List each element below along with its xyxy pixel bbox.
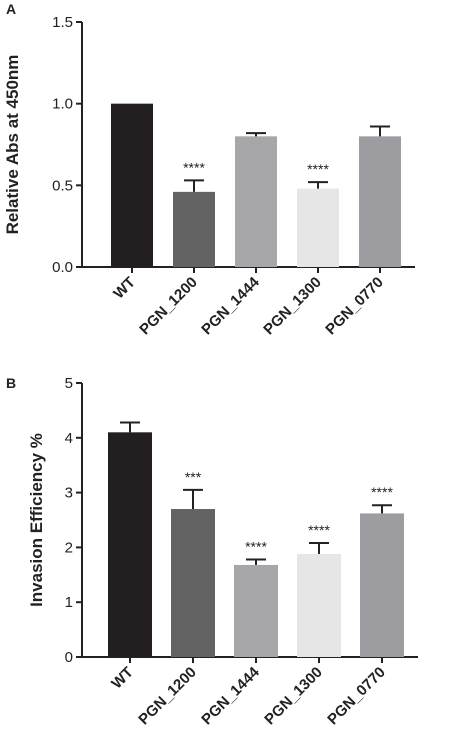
panel-b-y-tick-label: 3	[65, 485, 73, 502]
panel-b-significance-label: ****	[308, 522, 330, 538]
panel-a-y-tick-label: 1.0	[52, 96, 73, 113]
panel-b-label: B	[6, 375, 16, 391]
panel-a-y-tick-label: 0.5	[52, 177, 73, 194]
panel-b-bar	[297, 553, 341, 657]
panel-a-category-label: PGN_1300	[260, 274, 325, 339]
panel-b-bar	[171, 509, 215, 657]
panel-b-category-label: WT	[108, 664, 137, 693]
panel-b-significance-label: ****	[371, 484, 393, 500]
panel-a-y-axis-title: Relative Abs at 450nm	[3, 55, 22, 235]
panel-a-y-tick-label: 0.0	[52, 259, 73, 276]
panel-a-category-label: PGN_0770	[322, 274, 387, 339]
panel-a-bar	[235, 136, 277, 267]
panel-b-category-label: PGN_1300	[261, 664, 326, 729]
panel-a-bar	[173, 191, 215, 267]
panel-b-y-axis-title: Invasion Efficiency %	[27, 433, 46, 607]
panel-a-bar	[359, 136, 401, 267]
panel-a-significance-label: ****	[307, 161, 329, 177]
panel-a-category-label: PGN_1444	[198, 273, 263, 338]
panel-b-bar	[360, 513, 404, 657]
panel-b-category-label: PGN_0770	[324, 664, 389, 729]
panel-b-y-tick-label: 2	[65, 539, 73, 556]
panel-b-significance-label: ***	[185, 469, 202, 485]
panel-b-significance-label: ****	[245, 538, 267, 554]
panel-a-category-label: WT	[110, 274, 139, 303]
panel-b-y-tick-label: 1	[65, 594, 73, 611]
panel-a-bar	[111, 103, 153, 268]
panel-a-y-tick-label: 1.5	[52, 14, 73, 31]
panel-b-y-tick-label: 5	[65, 375, 73, 392]
panel-b-y-tick-label: 0	[65, 649, 73, 666]
panel-b-bar	[234, 564, 278, 657]
panel-a-bar	[297, 188, 339, 267]
panel-b-category-label: PGN_1444	[198, 663, 263, 728]
panel-b-bar	[108, 432, 152, 657]
panel-a-category-label: PGN_1200	[136, 274, 201, 339]
panel-a-label: A	[6, 1, 16, 17]
panel-b-category-label: PGN_1200	[135, 664, 200, 729]
panel-b-y-tick-label: 4	[65, 430, 73, 447]
panel-a-significance-label: ****	[183, 159, 205, 175]
